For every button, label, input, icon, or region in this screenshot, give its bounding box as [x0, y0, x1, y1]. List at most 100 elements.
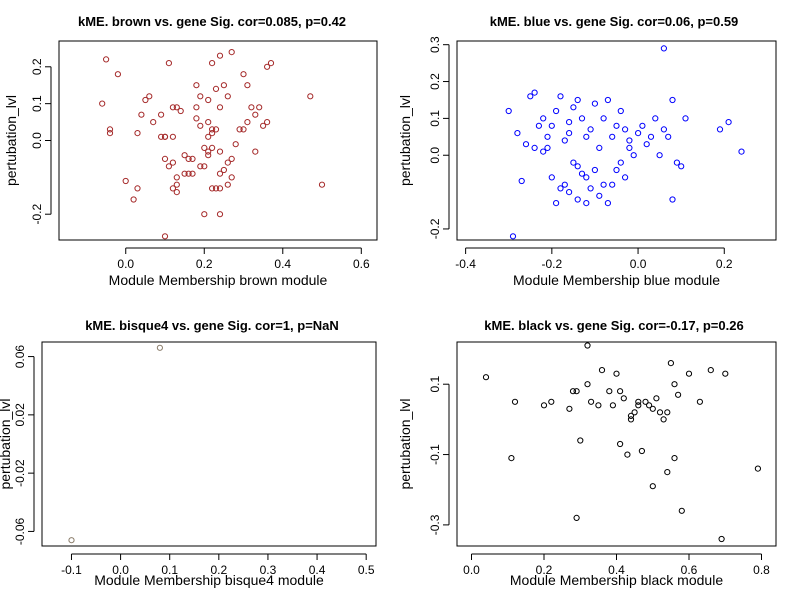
- data-point: [209, 60, 216, 67]
- data-point: [635, 402, 642, 409]
- data-point: [609, 133, 616, 140]
- data-point: [573, 388, 580, 395]
- data-point: [584, 381, 591, 388]
- x-axis-label: Module Membership bisque4 module: [94, 572, 324, 588]
- data-point: [220, 82, 227, 89]
- data-point: [318, 181, 326, 188]
- x-tick-label: 0.4: [309, 563, 326, 577]
- chart-title: kME. blue vs. gene Sig. cor=0.06, p=0.59: [490, 14, 739, 29]
- data-point: [307, 93, 314, 100]
- y-tick-label: -0.2: [30, 204, 44, 225]
- data-point: [570, 159, 577, 166]
- x-axis-label: Module Membership black module: [510, 572, 723, 588]
- data-point: [647, 133, 655, 140]
- data-point: [653, 395, 660, 402]
- chart-title: kME. bisque4 vs. gene Sig. cor=1, p=NaN: [85, 318, 339, 333]
- y-tick-label: -0.02: [13, 459, 27, 487]
- x-tick-label: 0.0: [630, 257, 647, 271]
- y-tick-label: 0.3: [428, 36, 442, 53]
- data-point: [212, 126, 220, 133]
- data-point: [631, 409, 638, 416]
- data-point: [197, 93, 204, 100]
- data-point: [130, 196, 137, 203]
- data-point: [617, 159, 624, 166]
- data-point: [678, 163, 685, 170]
- y-axis-label: pertubation_lvl: [397, 95, 413, 186]
- data-point: [553, 200, 560, 207]
- data-point: [518, 177, 525, 185]
- data-point: [671, 381, 678, 388]
- data-point: [505, 107, 512, 115]
- data-point: [216, 170, 224, 177]
- data-point: [544, 144, 551, 151]
- data-point: [158, 133, 165, 140]
- data-point: [205, 133, 212, 140]
- data-point: [205, 119, 212, 126]
- data-point: [627, 412, 635, 419]
- data-point: [161, 155, 169, 162]
- data-point: [548, 122, 555, 129]
- data-point: [561, 181, 568, 188]
- data-point: [106, 126, 114, 133]
- data-point: [201, 163, 208, 170]
- data-point: [617, 388, 624, 395]
- data-point: [224, 181, 231, 188]
- data-point: [535, 122, 543, 129]
- y-tick-label: 0.1: [428, 376, 442, 393]
- data-point: [667, 360, 675, 367]
- data-point: [256, 104, 263, 111]
- data-point: [574, 196, 581, 203]
- data-point: [613, 166, 620, 174]
- data-point: [193, 115, 200, 122]
- data-point: [600, 181, 607, 188]
- data-point: [613, 122, 620, 129]
- data-point: [664, 409, 671, 416]
- data-point: [638, 447, 646, 455]
- data-point: [577, 437, 584, 444]
- data-point: [522, 141, 530, 148]
- data-point: [544, 133, 551, 140]
- data-point: [660, 126, 668, 133]
- data-point: [173, 189, 180, 196]
- data-point: [622, 126, 629, 133]
- data-point: [244, 82, 251, 89]
- data-point: [583, 133, 590, 140]
- data-point: [617, 440, 624, 448]
- data-point: [685, 370, 693, 377]
- data-point: [216, 148, 224, 155]
- data-point: [169, 133, 176, 140]
- data-point: [573, 514, 580, 522]
- data-point: [106, 130, 114, 137]
- data-point: [224, 93, 231, 100]
- data-point: [675, 391, 682, 398]
- plot-frame: [58, 40, 378, 241]
- x-tick-label: 0.8: [753, 563, 770, 577]
- data-point: [205, 96, 212, 104]
- data-point: [482, 374, 490, 381]
- data-point: [189, 155, 196, 162]
- data-point: [185, 155, 192, 162]
- chart-panel-2: kME. blue vs. gene Sig. cor=0.06, p=0.59…: [397, 14, 777, 288]
- data-point: [173, 174, 180, 181]
- data-point: [643, 141, 650, 148]
- data-point: [193, 104, 200, 111]
- data-point: [671, 455, 678, 462]
- data-point: [142, 96, 149, 104]
- data-point: [574, 96, 581, 104]
- chart-panel-4: kME. black vs. gene Sig. cor=-0.17, p=0.…: [397, 318, 777, 588]
- data-point: [531, 89, 538, 96]
- x-tick-label: 0.5: [358, 563, 375, 577]
- data-point: [718, 535, 725, 543]
- y-axis-label: pertubation_lvl: [397, 398, 413, 489]
- data-point: [134, 185, 141, 192]
- data-point: [252, 148, 259, 155]
- data-point: [177, 107, 184, 115]
- data-point: [205, 152, 212, 159]
- data-point: [138, 111, 145, 118]
- data-point: [267, 60, 275, 67]
- x-tick-label: 0.6: [353, 257, 370, 271]
- data-point: [588, 398, 595, 405]
- y-tick-label: 0.02: [13, 403, 27, 427]
- data-point: [165, 60, 172, 67]
